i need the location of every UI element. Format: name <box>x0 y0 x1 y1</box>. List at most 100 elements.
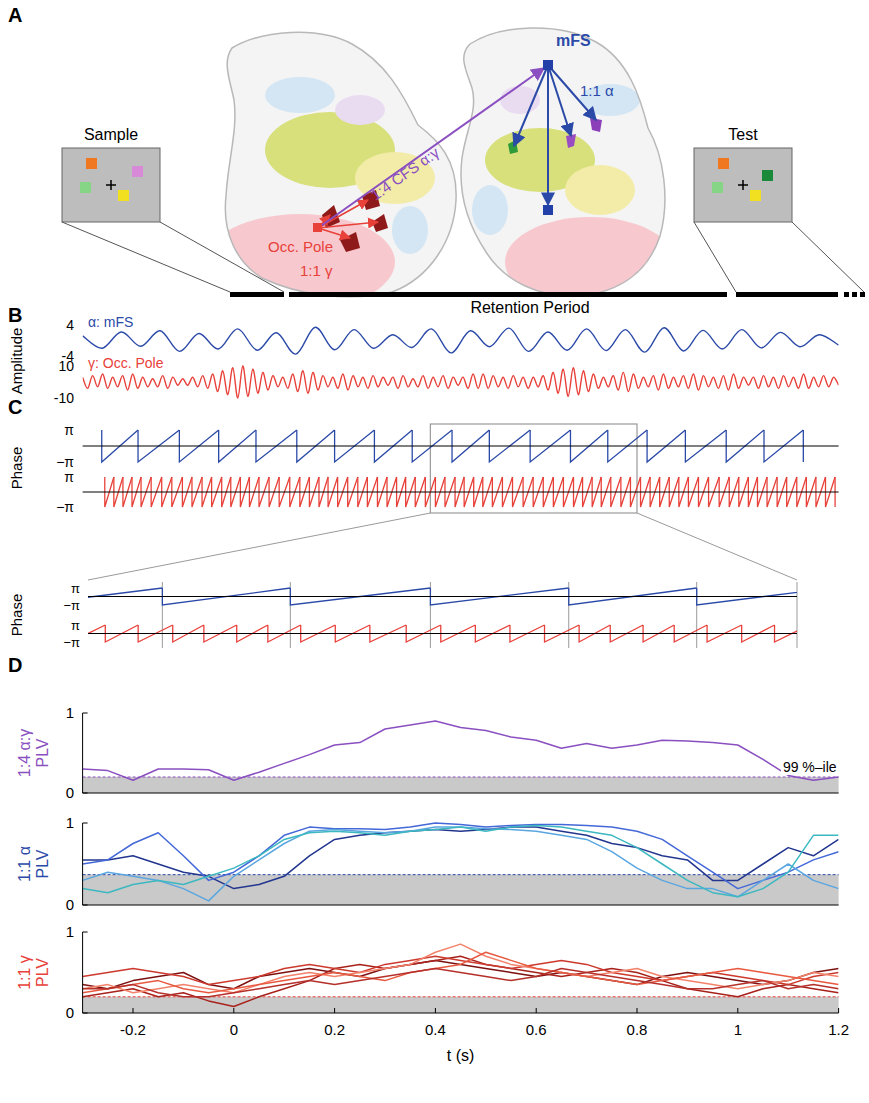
wave <box>83 366 839 398</box>
panel-letter: D <box>8 654 22 676</box>
plv-line <box>83 823 839 889</box>
plv-line <box>83 944 839 993</box>
plv-line <box>83 721 839 780</box>
timeline <box>736 292 838 297</box>
zoom-connector <box>88 513 430 580</box>
fixation <box>110 180 112 190</box>
x-axis <box>83 905 839 906</box>
y-axis <box>82 823 83 905</box>
tick <box>637 1008 638 1013</box>
label: Occ. Pole <box>268 238 333 255</box>
y-axis <box>82 932 83 1013</box>
baseline <box>83 492 839 493</box>
brain-outline <box>461 28 665 296</box>
axis-title: Phase <box>8 447 25 490</box>
tick-label: 0 <box>66 896 74 913</box>
stimulus <box>132 166 143 177</box>
brain-region <box>265 77 335 113</box>
connector <box>160 222 284 292</box>
null-band <box>83 997 839 1013</box>
tick <box>133 1008 134 1013</box>
wave <box>83 327 839 354</box>
x-axis <box>83 793 839 794</box>
stimulus <box>718 158 729 169</box>
tick-label: 10 <box>58 358 74 374</box>
brain-region <box>335 95 385 125</box>
panel-letter: B <box>8 304 22 326</box>
zoom-area <box>88 582 797 648</box>
timeline <box>844 292 849 297</box>
axis-title-line: 1:1 α <box>16 846 33 882</box>
connector <box>694 222 736 292</box>
tick <box>83 905 88 906</box>
stimulus <box>712 182 723 193</box>
zoom-window <box>430 424 637 513</box>
null-band <box>83 777 839 793</box>
label: 1:4 CFS α:γ <box>367 143 442 203</box>
baseline <box>83 446 839 447</box>
tick-label: 0 <box>66 1004 74 1021</box>
x-axis <box>83 1013 839 1014</box>
threshold-line <box>83 777 839 778</box>
tick <box>83 1013 88 1014</box>
brain-region <box>472 185 508 235</box>
stimulus <box>80 182 91 193</box>
tick-label: −π <box>56 499 74 515</box>
plv-line <box>83 969 839 997</box>
label: Retention Period <box>470 299 589 316</box>
node <box>543 60 553 70</box>
timeline <box>860 292 865 297</box>
brain-region <box>392 206 428 254</box>
tick <box>737 1008 738 1013</box>
tick-label: 0 <box>230 1021 238 1038</box>
arrow <box>318 68 544 228</box>
fixation <box>742 180 744 190</box>
alpha-region <box>590 118 602 132</box>
tick <box>83 713 88 714</box>
tick-label: −π <box>56 454 74 470</box>
zoom-connector <box>637 513 797 580</box>
tick <box>83 793 88 794</box>
tick-label: π <box>64 422 74 438</box>
axis-title: 1:1 γPLV <box>16 955 51 990</box>
tick-label: -10 <box>54 390 74 406</box>
axis-title: Phase <box>8 594 25 637</box>
arrow <box>548 65 571 136</box>
plot-area <box>83 721 839 780</box>
tick <box>233 1008 234 1013</box>
tick-label: 1.2 <box>828 1021 849 1038</box>
stimulus <box>86 158 97 169</box>
screen <box>694 148 792 222</box>
panel-letter: A <box>8 4 22 26</box>
alpha-region <box>566 134 576 148</box>
tick <box>83 932 88 933</box>
series-label: α: mFS <box>88 314 133 330</box>
connector <box>792 222 864 292</box>
tick-label: π <box>71 618 80 633</box>
stimulus <box>762 170 773 181</box>
tick-label: π <box>64 469 74 485</box>
axis-title-line: PLV <box>34 958 51 987</box>
brain-outline <box>225 32 456 296</box>
label: Sample <box>84 126 138 143</box>
plv-line <box>83 827 839 889</box>
tick-label: 1 <box>66 814 74 831</box>
tick <box>83 823 88 824</box>
arrow <box>318 228 350 238</box>
tick <box>838 1008 839 1013</box>
axis-title: Amplitude <box>8 328 25 395</box>
brain-regions <box>205 77 435 310</box>
axis-title: t (s) <box>447 1047 475 1064</box>
timeline <box>230 292 284 297</box>
tick-label: 1 <box>66 923 74 940</box>
axis-title-line: 1:1 γ <box>16 955 33 990</box>
connector <box>62 222 230 292</box>
stimulus <box>750 190 761 201</box>
baseline <box>88 633 797 634</box>
threshold-label: 99 %–ile <box>783 759 837 775</box>
label: 1:1 γ <box>300 262 333 279</box>
alpha-region <box>543 205 553 215</box>
arrow <box>318 222 378 228</box>
label: 1:1 α <box>580 82 614 99</box>
axis-title: 1:4 α:γPLV <box>16 729 51 777</box>
